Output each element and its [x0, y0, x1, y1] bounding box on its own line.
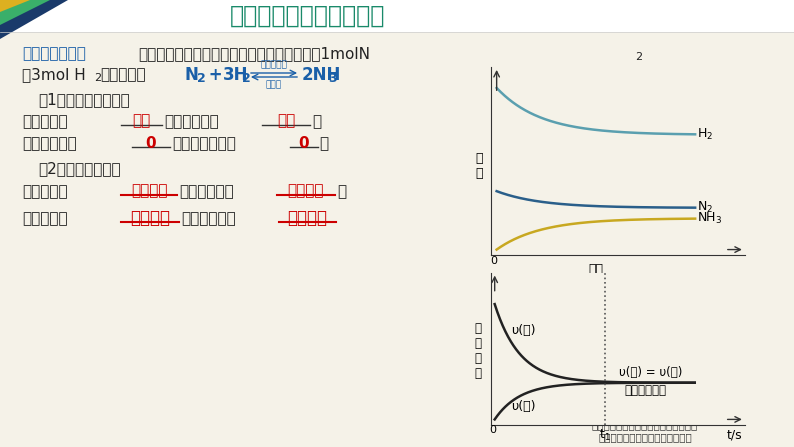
- Text: ，正反应速率: ，正反应速率: [179, 185, 233, 199]
- Text: 发生反应：: 发生反应：: [100, 67, 145, 83]
- FancyBboxPatch shape: [0, 0, 794, 32]
- Text: 3: 3: [328, 72, 337, 84]
- Text: 3H: 3H: [223, 66, 249, 84]
- Text: υ(逆): υ(逆): [511, 401, 535, 413]
- Text: NH$_3$: NH$_3$: [697, 211, 723, 226]
- FancyBboxPatch shape: [0, 32, 794, 447]
- Text: 2: 2: [197, 72, 206, 84]
- Text: 反应物浓度: 反应物浓度: [22, 185, 67, 199]
- Text: 2: 2: [242, 72, 251, 84]
- Text: ，正反应速率: ，正反应速率: [164, 114, 219, 130]
- Text: 2: 2: [94, 73, 101, 83]
- Text: 反
应
速
率: 反 应 速 率: [474, 322, 481, 380]
- Text: 【交流与讨论】: 【交流与讨论】: [22, 46, 86, 62]
- Text: 浓
度: 浓 度: [475, 152, 483, 180]
- Text: 。: 。: [319, 136, 328, 152]
- Text: （1）反应刚开始时：: （1）反应刚开始时：: [38, 93, 129, 107]
- Text: 逐渐增大: 逐渐增大: [287, 209, 327, 227]
- Text: t/s: t/s: [727, 429, 742, 442]
- Text: 最大: 最大: [277, 114, 295, 128]
- Text: υ(正) = υ(逆): υ(正) = υ(逆): [619, 366, 682, 379]
- Text: 0: 0: [490, 256, 497, 266]
- Text: 一定条件下的可逆反应中，正反应速率: 一定条件下的可逆反应中，正反应速率: [592, 420, 698, 430]
- Text: H$_2$: H$_2$: [697, 127, 713, 142]
- Text: t$_1$: t$_1$: [599, 428, 611, 443]
- Polygon shape: [0, 0, 30, 12]
- Text: N: N: [185, 66, 198, 84]
- Text: 时间: 时间: [588, 263, 603, 276]
- Text: 高温、高压: 高温、高压: [260, 60, 287, 69]
- Text: 生成物浓度: 生成物浓度: [22, 211, 67, 227]
- Text: ，: ，: [337, 185, 346, 199]
- Text: 2: 2: [635, 52, 642, 62]
- Text: 生成物浓度为: 生成物浓度为: [22, 136, 77, 152]
- Text: N$_2$: N$_2$: [697, 200, 713, 215]
- Text: 催化剂: 催化剂: [266, 80, 282, 89]
- Text: 二、化学平衡状态的建立: 二、化学平衡状态的建立: [230, 4, 385, 28]
- Polygon shape: [0, 0, 68, 39]
- Text: υ(正): υ(正): [511, 324, 535, 337]
- Text: 和3mol H: 和3mol H: [22, 67, 86, 83]
- Text: 逐渐减小: 逐渐减小: [131, 184, 168, 198]
- Text: （2）反应过程中：: （2）反应过程中：: [38, 161, 121, 177]
- Text: 0: 0: [145, 135, 156, 151]
- Text: 工业合成氨。在一定条件下，在密闭容器中加1molN: 工业合成氨。在一定条件下，在密闭容器中加1molN: [138, 46, 370, 62]
- Text: 反应物浓度: 反应物浓度: [22, 114, 67, 130]
- Text: 2NH: 2NH: [302, 66, 341, 84]
- Text: 化学平衡状态: 化学平衡状态: [625, 384, 667, 396]
- Text: 0: 0: [299, 135, 310, 151]
- Text: 和逆反应速率随时间变化的示意图: 和逆反应速率随时间变化的示意图: [598, 432, 692, 442]
- Text: ，逆反应速率为: ，逆反应速率为: [172, 136, 236, 152]
- Text: 逐渐增大: 逐渐增大: [130, 209, 170, 227]
- Text: ，逆反应速率: ，逆反应速率: [181, 211, 236, 227]
- Text: +: +: [203, 66, 229, 84]
- Text: ，: ，: [312, 114, 321, 130]
- Polygon shape: [0, 0, 50, 25]
- Text: 逐渐减小: 逐渐减小: [287, 184, 324, 198]
- Text: 0: 0: [489, 425, 496, 435]
- Text: 最大: 最大: [133, 114, 151, 128]
- Text: （a）: （a）: [585, 277, 607, 290]
